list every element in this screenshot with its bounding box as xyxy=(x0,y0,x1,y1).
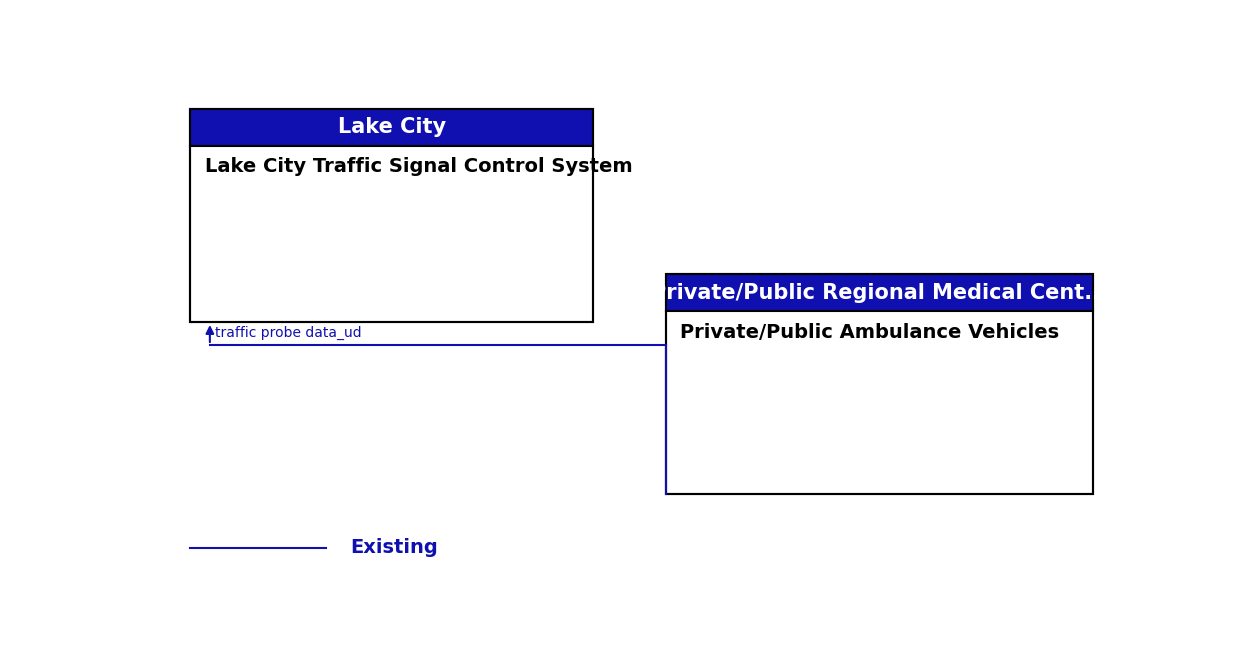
Bar xyxy=(666,274,1093,494)
Text: traffic probe data_ud: traffic probe data_ud xyxy=(215,326,362,340)
Text: Private/Public Regional Medical Cent...: Private/Public Regional Medical Cent... xyxy=(651,283,1108,303)
Bar xyxy=(190,109,593,322)
Text: Private/Public Ambulance Vehicles: Private/Public Ambulance Vehicles xyxy=(681,322,1059,342)
Bar xyxy=(190,109,593,145)
Text: Lake City: Lake City xyxy=(338,117,446,138)
Text: Existing: Existing xyxy=(351,538,438,557)
Bar xyxy=(666,311,1093,494)
Text: Lake City Traffic Signal Control System: Lake City Traffic Signal Control System xyxy=(205,157,632,176)
Bar xyxy=(190,145,593,322)
Bar xyxy=(666,274,1093,311)
